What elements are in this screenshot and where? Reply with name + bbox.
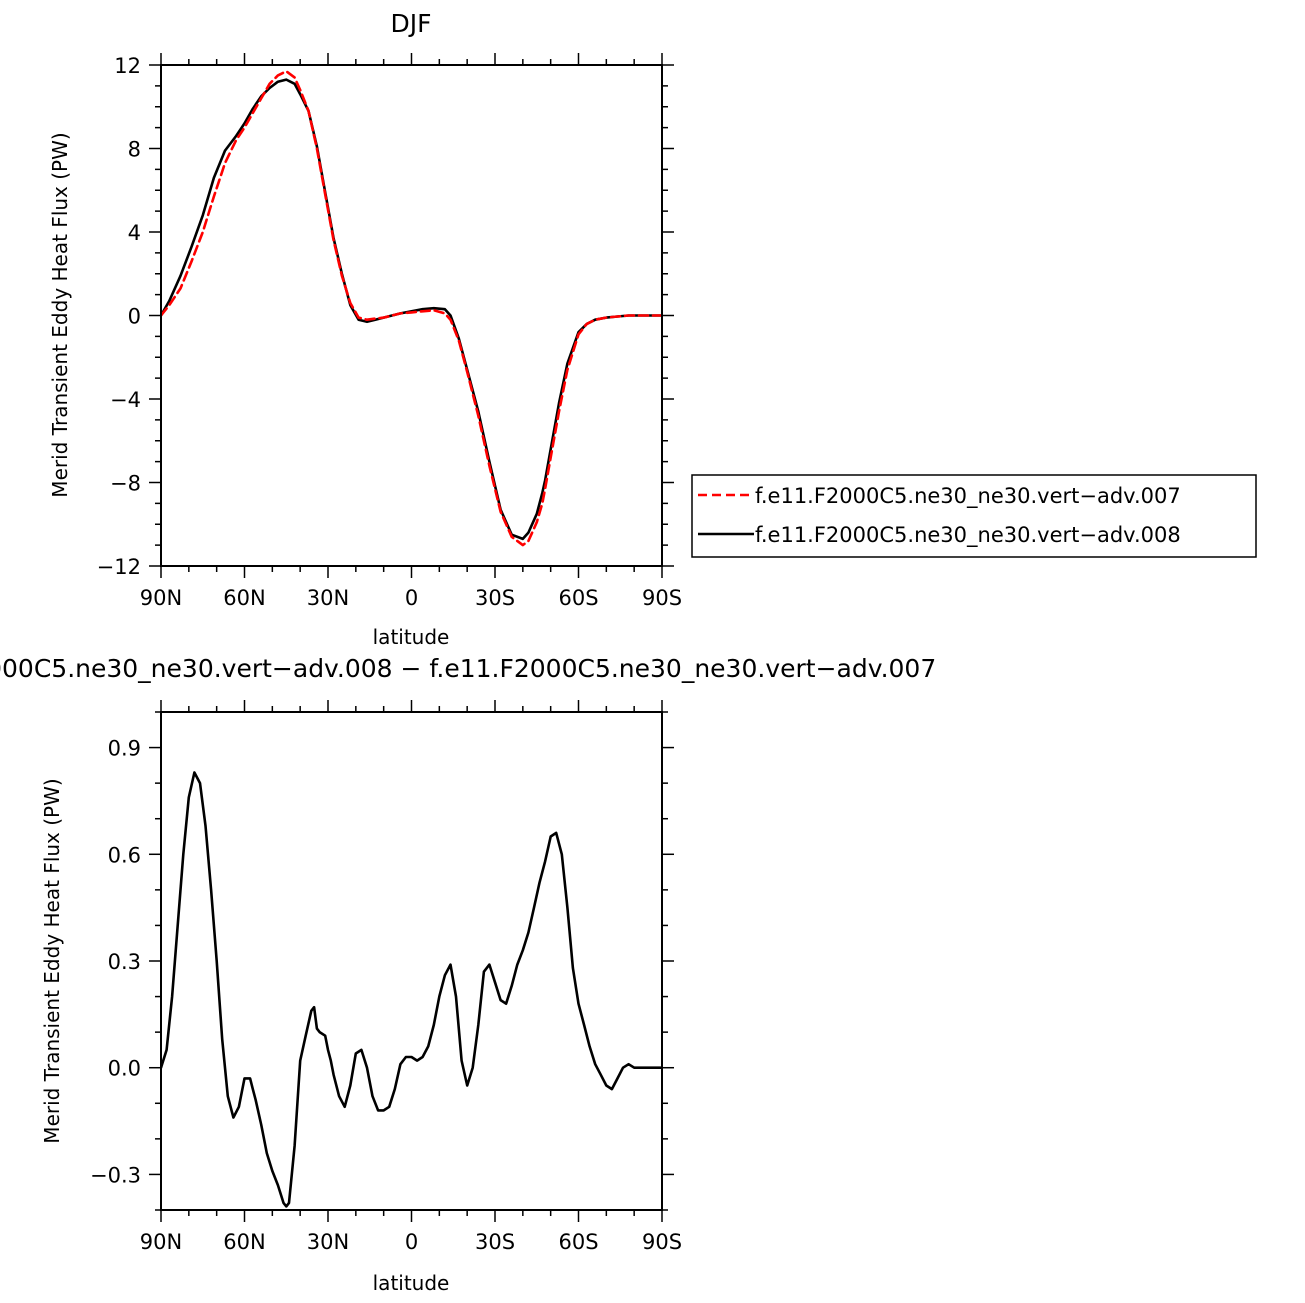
x-tick-label: 30S bbox=[475, 1230, 515, 1254]
x-tick-label: 90N bbox=[140, 586, 182, 610]
y-tick-label: 12 bbox=[114, 54, 141, 78]
chart-title-top: DJF bbox=[390, 9, 431, 38]
x-axis-label-bottom: latitude bbox=[373, 1271, 450, 1295]
plot-frame-top bbox=[160, 64, 663, 567]
x-tick-label: 60S bbox=[558, 1230, 598, 1254]
plot-lines-top bbox=[161, 70, 662, 547]
y-axis-label-top: Merid Transient Eddy Heat Flux (PW) bbox=[48, 132, 72, 497]
y-tick-label: 0.6 bbox=[108, 843, 141, 867]
x-tick-label: 30N bbox=[307, 1230, 349, 1254]
y-axis-label-bottom: Merid Transient Eddy Heat Flux (PW) bbox=[40, 778, 64, 1143]
x-tick-label: 60N bbox=[223, 1230, 265, 1254]
y-tick-label: 0.9 bbox=[108, 737, 141, 761]
x-tick-label: 30S bbox=[475, 586, 515, 610]
y-tick-label: 0.0 bbox=[108, 1057, 141, 1081]
x-tick-label: 90S bbox=[642, 586, 682, 610]
x-axis-label-top: latitude bbox=[373, 625, 450, 649]
y-tick-label: 0 bbox=[128, 305, 141, 329]
legend-box bbox=[691, 474, 1257, 558]
x-tick-label: 0 bbox=[405, 1230, 418, 1254]
x-tick-label: 60N bbox=[223, 586, 265, 610]
x-tick-label: 90S bbox=[642, 1230, 682, 1254]
y-tick-label: −0.3 bbox=[90, 1163, 141, 1187]
x-tick-label: 0 bbox=[405, 586, 418, 610]
y-tick-label: −12 bbox=[97, 555, 141, 579]
chart-title-bottom: f.e11.F2000C5.ne30_ne30.vert−adv.008 − f… bbox=[0, 654, 936, 683]
plot-frame-bottom bbox=[160, 711, 663, 1211]
x-tick-label: 60S bbox=[558, 586, 598, 610]
y-tick-label: −4 bbox=[110, 388, 141, 412]
y-tick-label: −8 bbox=[110, 472, 141, 496]
x-tick-label: 90N bbox=[140, 1230, 182, 1254]
legend-label-007: f.e11.F2000C5.ne30_ne30.vert−adv.007 bbox=[755, 484, 1181, 509]
axis-ticks-top: 12 8 4 0 −4 −8 −12 90N 60N 30N 0 30S 60S 90S bbox=[97, 53, 682, 610]
plot-lines-bottom bbox=[161, 771, 662, 1208]
legend-label-008: f.e11.F2000C5.ne30_ne30.vert−adv.008 bbox=[755, 523, 1181, 548]
axis-ticks-bottom: 0.9 0.6 0.3 0.0 −0.3 90N 60N 30N 0 30S 60S 90S bbox=[90, 700, 682, 1254]
y-tick-label: 0.3 bbox=[108, 950, 141, 974]
series-line-top-0 bbox=[161, 70, 662, 547]
y-tick-label: 4 bbox=[128, 221, 141, 245]
x-tick-label: 30N bbox=[307, 586, 349, 610]
y-tick-label: 8 bbox=[128, 138, 141, 162]
legend: f.e11.F2000C5.ne30_ne30.vert−adv.007 f.e… bbox=[691, 474, 1257, 558]
series-line-bottom-0 bbox=[161, 771, 662, 1208]
chart-panel-top: DJF Merid Transient Eddy Heat Flux (PW) … bbox=[48, 9, 1257, 649]
chart-panel-bottom: f.e11.F2000C5.ne30_ne30.vert−adv.008 − f… bbox=[0, 654, 936, 1295]
series-line-top-1 bbox=[161, 78, 662, 541]
